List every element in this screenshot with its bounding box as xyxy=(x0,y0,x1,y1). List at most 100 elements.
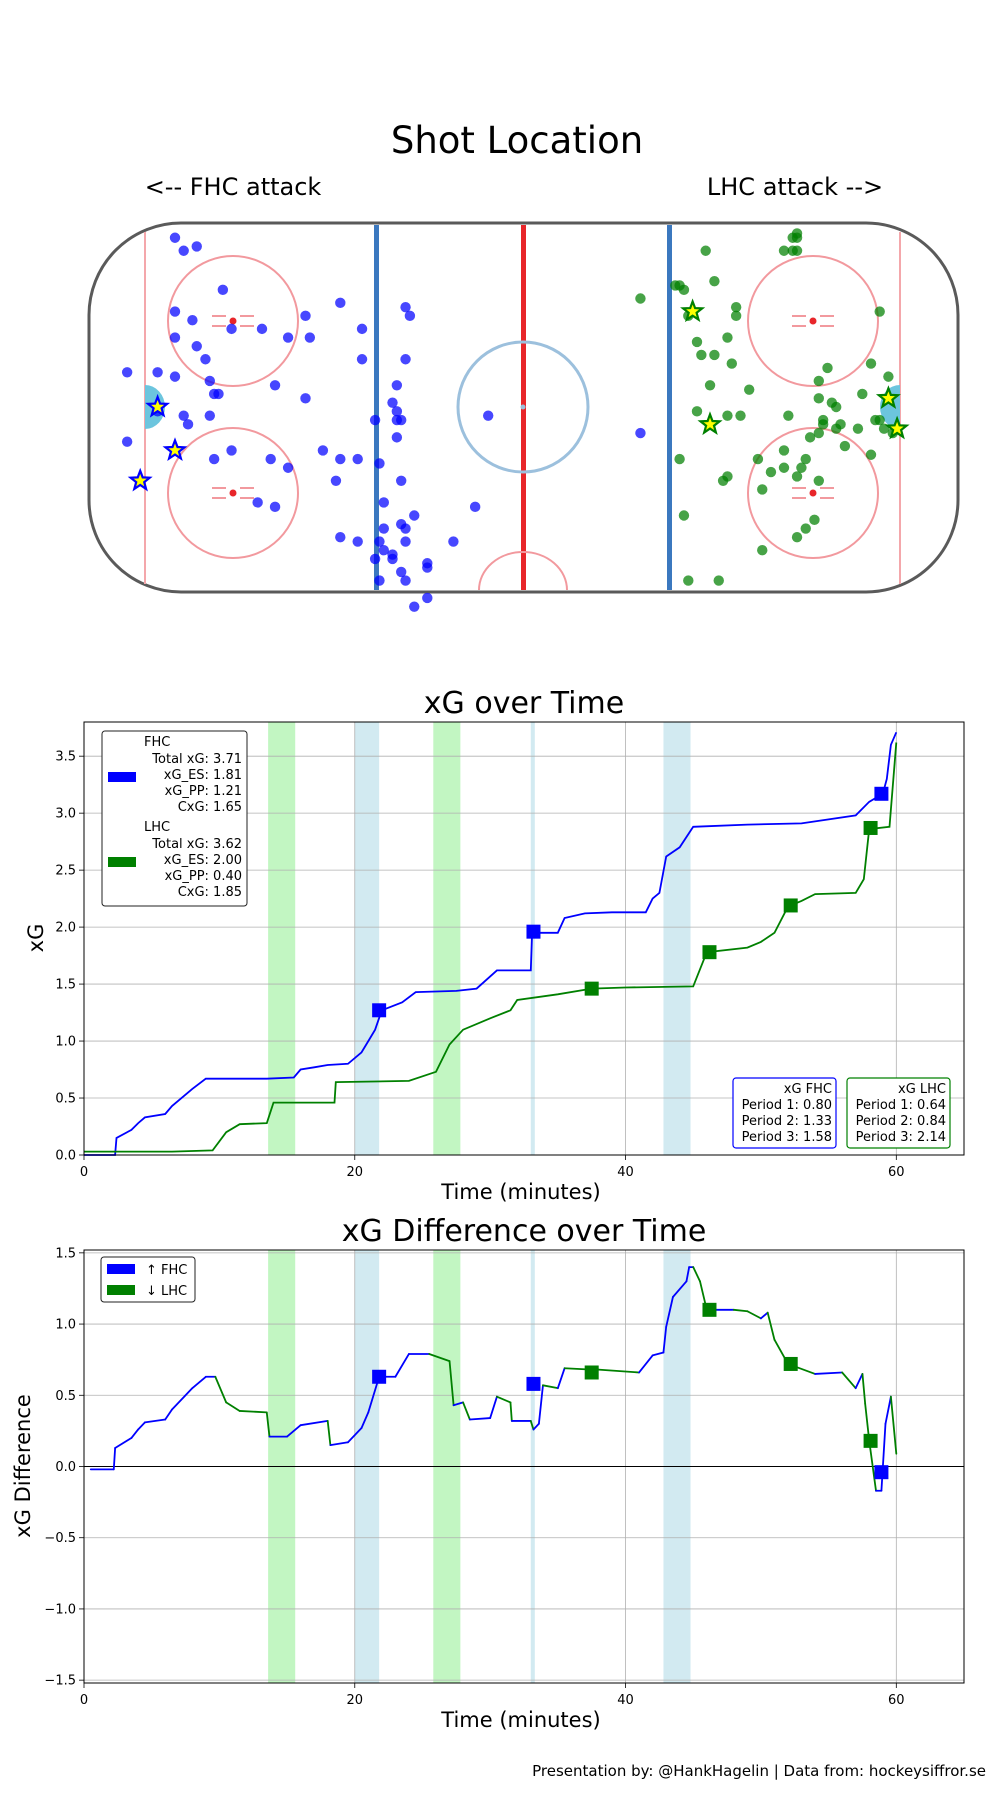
fhc-shot-dot xyxy=(352,536,363,547)
fhc-shot-dot xyxy=(269,380,281,391)
fhc-shot-dot xyxy=(182,419,194,430)
diff-line-segment xyxy=(468,1417,492,1421)
legend-lhc-line: CxG: 1.85 xyxy=(178,885,242,900)
fhc-shot-dot xyxy=(300,310,311,322)
y-tick-label: 2.5 xyxy=(55,864,76,879)
center-circle xyxy=(456,340,590,474)
faceoff-circles xyxy=(167,255,879,559)
fhc-period-box xyxy=(732,1077,837,1149)
lhc-goal-marker xyxy=(863,1433,878,1448)
lhc-shot-dot xyxy=(813,427,824,439)
diff-line-segment xyxy=(265,1411,271,1438)
lhc-shot-dot xyxy=(752,453,764,465)
fhc-shot-dot xyxy=(378,545,389,556)
diff-line-segment xyxy=(760,1311,769,1320)
diff-line-segment xyxy=(861,1373,867,1405)
fhc-goal-marker xyxy=(874,1465,889,1480)
diff-line-segment xyxy=(672,1280,688,1298)
lhc-shot-dot xyxy=(678,284,690,296)
fhc-shot-dot xyxy=(396,566,407,578)
faceoff-circle-top-right xyxy=(747,255,879,387)
fhc-shot-dot xyxy=(378,523,389,534)
diff-line-segment xyxy=(651,1351,665,1357)
lhc-shot-dot xyxy=(865,449,877,460)
lhc-period-line: Period 2: 0.84 xyxy=(856,1114,946,1129)
y-tick-label: 0.0 xyxy=(55,1460,76,1475)
fhc-shot-dot xyxy=(374,536,385,547)
lhc-attack-label: LHC attack --> xyxy=(707,173,883,201)
y-tick-label: −0.5 xyxy=(44,1531,76,1546)
y-tick-label: 1.5 xyxy=(55,1246,76,1261)
diff-line-segment xyxy=(662,1326,668,1354)
lhc-goal-marker xyxy=(702,1302,717,1317)
diff-line-segment xyxy=(496,1395,512,1404)
fhc-shot-dot xyxy=(356,354,368,365)
fhc-shot-dot xyxy=(269,501,281,513)
lhc-shot-dot xyxy=(674,453,685,465)
fhc-goal-star xyxy=(145,393,171,418)
xg-over-time-chart: 0 20 40 60 0.0 0.5 1.0 1.5 2.0 2.5 3.0 3.5 Time (mi… xyxy=(24,721,965,1204)
x-tick-label: 20 xyxy=(346,1165,363,1180)
lhc-shot-dot xyxy=(700,245,711,256)
faceoff-hashmarks xyxy=(212,315,834,499)
lhc-shot-dot xyxy=(722,332,733,343)
y-tick-label: 1.5 xyxy=(55,978,76,993)
legend-fhc-swatch xyxy=(107,1264,135,1274)
diff-line-segment xyxy=(692,1266,701,1283)
fhc-shot-dot xyxy=(369,553,381,565)
diff-line-segment xyxy=(532,1422,540,1431)
lhc-shot-dot xyxy=(691,406,703,417)
lhc-shot-dot xyxy=(778,445,790,456)
center-dot xyxy=(520,404,526,410)
diff-line-segment xyxy=(732,1308,749,1313)
diff-line-segment xyxy=(452,1401,464,1407)
lhc-shot-dot xyxy=(813,393,824,404)
fhc-shot-dot xyxy=(265,453,276,465)
fhc-shot-dot xyxy=(400,536,411,547)
fhc-shot-dot xyxy=(200,354,211,365)
xg-chart-ylabel: xG xyxy=(24,924,48,953)
xgdiff-chart-ylabel: xG Difference xyxy=(11,1394,35,1538)
fhc-shot-dot xyxy=(335,532,346,543)
footer-credit: Presentation by: @HankHagelin | Data fro… xyxy=(532,1762,986,1780)
xgdiff-chart-xlabel: Time (minutes) xyxy=(440,1708,600,1732)
diff-line-segment xyxy=(114,1437,133,1449)
diff-line-segment xyxy=(112,1447,117,1471)
fhc-shot-dot xyxy=(335,297,346,309)
diff-line-segment xyxy=(597,1368,640,1374)
diff-line-segment xyxy=(214,1375,228,1404)
lhc-shot-dot xyxy=(635,293,646,304)
lhc-shot-dot xyxy=(804,432,816,443)
fhc-shot-dot xyxy=(121,436,133,447)
lhc-period-title: xG LHC xyxy=(898,1082,946,1097)
faceoff-circle-top-left xyxy=(167,255,299,387)
diff-line-segment xyxy=(225,1401,241,1412)
diff-line-segment xyxy=(884,1395,892,1425)
diff-line-segment xyxy=(638,1354,654,1374)
lhc-shot-dot xyxy=(783,410,794,421)
diff-line-segment xyxy=(144,1418,167,1424)
xgdiff-chart-title: xG Difference over Time xyxy=(342,1214,707,1249)
x-tick-label: 60 xyxy=(888,1693,905,1708)
fhc-shot-dot xyxy=(204,410,215,421)
right-blue-line xyxy=(667,225,672,590)
fhc-shot-dot xyxy=(635,427,646,439)
lhc-shot-dot xyxy=(696,349,707,361)
fhc-shot-dot xyxy=(387,553,398,565)
pp-bands xyxy=(268,722,691,1155)
diff-line-segment xyxy=(191,1375,207,1390)
fhc-shot-dot xyxy=(335,453,346,465)
fhc-shot-dot xyxy=(217,284,229,296)
lhc-shot-dot xyxy=(839,440,851,452)
fhc-shot-dot xyxy=(169,332,181,343)
diff-line-segment xyxy=(360,1411,370,1429)
fhc-shot-dot xyxy=(304,332,316,343)
fhc-shot-dot xyxy=(282,332,294,343)
fhc-shot-dot xyxy=(391,432,403,443)
diff-line-segment xyxy=(428,1353,451,1362)
legend-fhc-label: ↑ FHC xyxy=(146,1263,187,1278)
faceoff-circle-bottom-right xyxy=(747,427,879,559)
fhc-shot-dot xyxy=(252,497,263,508)
fhc-shot-dot xyxy=(191,241,202,252)
